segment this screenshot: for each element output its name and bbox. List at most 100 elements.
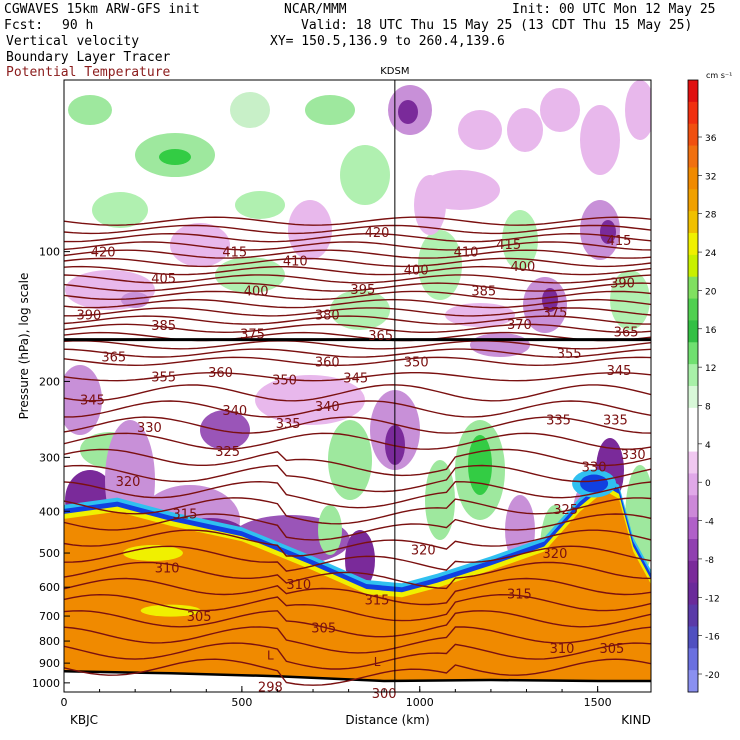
- y-tick-label: 800: [39, 635, 60, 648]
- forecast-label: Fcst:: [4, 18, 44, 33]
- theta-contour: [64, 216, 651, 226]
- theta-contour: [64, 593, 651, 622]
- theta-contour: [64, 290, 651, 301]
- low-marker: L: [374, 655, 381, 669]
- theta-label: 375: [240, 328, 265, 343]
- field-name-3: Potential Temperature: [6, 65, 171, 80]
- colorbar-swatch: [688, 626, 698, 649]
- theta-contour: [64, 356, 651, 367]
- colorbar-swatch: [688, 429, 698, 453]
- init-time: Init: 00 UTC Mon 12 May 25: [512, 2, 716, 17]
- theta-label: 375: [543, 306, 568, 321]
- station-right-label: KIND: [621, 713, 651, 727]
- theta-contour: [64, 658, 651, 686]
- colorbar-swatch: [688, 473, 698, 496]
- theta-label: 325: [553, 503, 578, 518]
- theta-contour: [64, 298, 651, 309]
- theta-label: 305: [311, 622, 336, 637]
- colorbar-swatch: [688, 189, 698, 212]
- x-tick-label: 1000: [406, 696, 434, 709]
- axes: 0 500 1000 1500 100 200 300 400 500 600 700 800 900 1…: [17, 66, 652, 727]
- theta-label: 320: [116, 475, 141, 490]
- theta-label: 415: [496, 238, 521, 253]
- theta-label: 415: [607, 234, 632, 249]
- x-tick-label: 0: [61, 696, 68, 709]
- colorbar-swatch: [688, 648, 698, 671]
- colorbar-swatch: [688, 560, 698, 584]
- y-tick-label: 600: [39, 581, 60, 594]
- theta-contour: [64, 323, 651, 334]
- theta-label: 390: [610, 277, 635, 292]
- terrain: [64, 671, 651, 692]
- theta-label: 300: [372, 687, 397, 702]
- colorbar-swatch: [688, 167, 698, 190]
- colorbar-label: 20: [705, 287, 717, 297]
- theta-label: 345: [607, 364, 632, 379]
- theta-contour: [64, 432, 651, 450]
- tracer-yellow-patch: [140, 604, 201, 617]
- y-tick-label: 400: [39, 505, 60, 518]
- colorbar-swatch: [688, 211, 698, 234]
- theta-label: 310: [155, 561, 180, 576]
- organization: NCAR/MMM: [284, 2, 347, 17]
- theta-label: 405: [151, 272, 176, 287]
- theta-label: 298: [258, 681, 283, 696]
- colorbar-swatch: [688, 364, 698, 387]
- y-tick-label: 100: [39, 246, 60, 259]
- theta-contour: [64, 400, 651, 418]
- station-left-label: KBJC: [70, 713, 98, 727]
- theta-label: 330: [137, 421, 162, 436]
- theta-contour: [64, 561, 651, 590]
- theta-label: 315: [365, 593, 390, 608]
- theta-contour: [64, 224, 651, 235]
- low-marker: L: [267, 649, 274, 663]
- theta-contour: [64, 448, 651, 477]
- theta-contour: [64, 315, 651, 325]
- theta-label: 350: [404, 356, 429, 371]
- colorbar-swatch: [688, 539, 698, 562]
- x-axis-title: Distance (km): [345, 713, 429, 727]
- colorbar-label: -4: [705, 518, 714, 528]
- theta-label: 320: [411, 543, 436, 558]
- theta-label: 395: [350, 283, 375, 298]
- x-tick-label: 1500: [584, 696, 612, 709]
- theta-label: 325: [215, 445, 240, 460]
- x-tick-label: 500: [231, 696, 252, 709]
- theta-label: 370: [507, 318, 532, 333]
- theta-contour: [64, 610, 651, 638]
- theta-contour: [64, 274, 651, 284]
- plot-frame: [63, 79, 652, 693]
- theta-contour: [64, 257, 651, 268]
- theta-contour: [64, 249, 651, 259]
- y-axis-title: Pressure (hPa), log scale: [17, 273, 31, 420]
- theta-contour: [64, 265, 651, 276]
- theta-label: 315: [507, 587, 532, 602]
- theta-label: 420: [365, 226, 390, 241]
- colorbar-swatch: [688, 254, 698, 278]
- theta-label: 310: [550, 642, 575, 657]
- theta-label: 400: [404, 263, 429, 278]
- theta-contour: [64, 626, 651, 654]
- field-name-1: Vertical velocity: [6, 34, 140, 49]
- theta-contour: [64, 513, 651, 541]
- colorbar-swatch: [688, 233, 698, 256]
- colorbar-swatch: [688, 604, 698, 627]
- contour-labels: 420 415 410 420 410 415 415 400 405 400 395 400 385 3…: [76, 226, 645, 702]
- theta-label: 335: [546, 413, 571, 428]
- theta-contour: [64, 371, 651, 382]
- theta-label: 350: [272, 374, 297, 389]
- theta-contour: [64, 241, 651, 251]
- colorbar-swatch: [688, 123, 698, 147]
- theta-label: 380: [315, 309, 340, 324]
- y-tick-label: 500: [39, 547, 60, 560]
- theta-contour: [64, 529, 651, 557]
- colorbar-label: 8: [705, 403, 711, 413]
- colorbar-label: -20: [705, 671, 720, 681]
- y-tick-label: 700: [39, 610, 60, 623]
- colorbar-label: -12: [705, 594, 720, 604]
- model-title: CGWAVES 15km ARW-GFS init: [4, 2, 200, 17]
- theta-label: 340: [222, 404, 247, 419]
- theta-label: 305: [599, 642, 624, 657]
- theta-contour: [64, 464, 651, 493]
